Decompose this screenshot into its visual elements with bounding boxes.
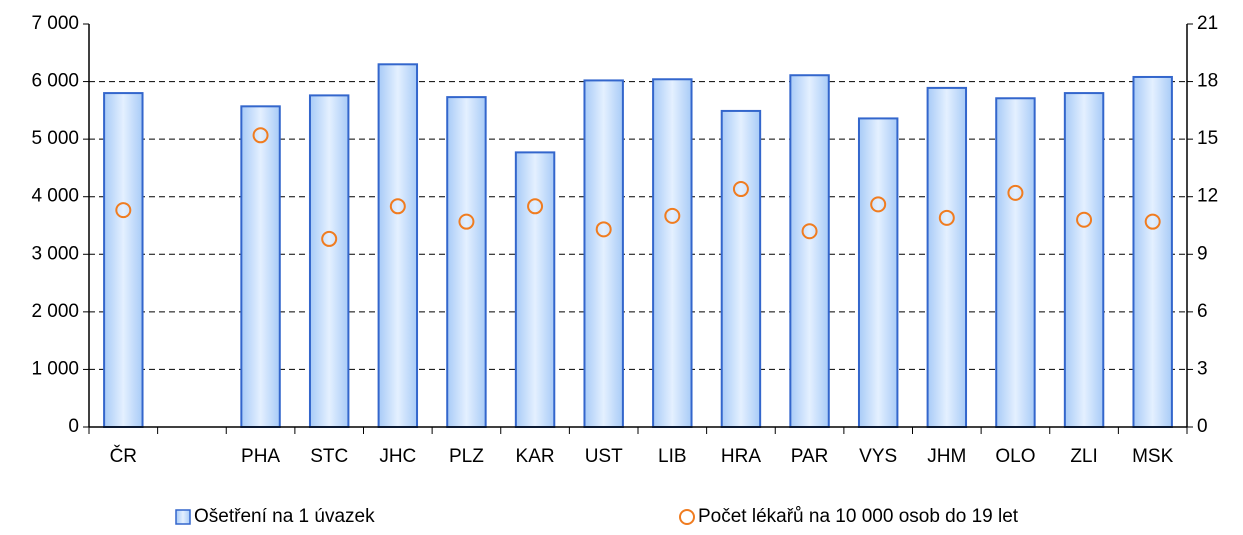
y-tick-label: 5 000 bbox=[31, 128, 79, 149]
point bbox=[527, 198, 544, 215]
y2-tick-label: 15 bbox=[1197, 128, 1218, 149]
bar bbox=[103, 92, 144, 428]
x-tick-label: ČR bbox=[110, 445, 137, 467]
y2-tick-label: 18 bbox=[1197, 71, 1218, 92]
x-tick-label: STC bbox=[310, 446, 348, 467]
y-tick-label: 2 000 bbox=[31, 301, 79, 322]
bar bbox=[789, 74, 830, 428]
y2-tick-label: 9 bbox=[1197, 243, 1208, 264]
bar bbox=[446, 96, 487, 428]
x-tick-label: PAR bbox=[791, 446, 829, 467]
y2-tick-label: 21 bbox=[1197, 13, 1218, 34]
x-tick-label: MSK bbox=[1132, 446, 1174, 467]
bar bbox=[240, 105, 281, 428]
bar bbox=[583, 79, 624, 428]
x-tick-label: JHC bbox=[379, 446, 416, 467]
legend-swatch bbox=[679, 509, 695, 525]
point bbox=[389, 198, 406, 215]
point bbox=[732, 181, 749, 198]
bar bbox=[308, 94, 350, 428]
x-tick-label: LIB bbox=[658, 446, 687, 467]
x-tick-label: PHA bbox=[241, 446, 280, 467]
point bbox=[321, 230, 338, 247]
bar bbox=[995, 97, 1036, 428]
x-tick-label: HRA bbox=[721, 446, 761, 467]
legend-swatch bbox=[175, 509, 191, 525]
y-tick-label: 1 000 bbox=[31, 358, 79, 379]
y-tick-label: 0 bbox=[68, 416, 79, 437]
bar bbox=[1063, 92, 1105, 428]
bar bbox=[514, 151, 556, 429]
point bbox=[938, 209, 955, 226]
point bbox=[458, 213, 475, 230]
point bbox=[801, 223, 818, 240]
x-tick-label: PLZ bbox=[449, 446, 484, 467]
legend-label: Ošetření na 1 úvazek bbox=[194, 506, 375, 527]
point bbox=[115, 202, 132, 219]
y2-tick-label: 3 bbox=[1197, 358, 1208, 379]
legend-label: Počet lékařů na 10 000 osob do 19 let bbox=[698, 506, 1019, 527]
point bbox=[1076, 211, 1093, 228]
bar bbox=[926, 86, 968, 428]
y-tick-label: 7 000 bbox=[31, 13, 79, 34]
x-tick-label: UST bbox=[585, 446, 623, 467]
bar bbox=[377, 63, 419, 429]
bar bbox=[1132, 75, 1173, 428]
point bbox=[1007, 184, 1024, 201]
bar bbox=[857, 117, 899, 428]
y2-tick-label: 12 bbox=[1197, 186, 1218, 207]
x-tick-label: JHM bbox=[927, 446, 966, 467]
point bbox=[595, 221, 612, 238]
x-tick-label: OLO bbox=[995, 446, 1035, 467]
y-tick-label: 6 000 bbox=[31, 71, 79, 92]
y2-tick-label: 0 bbox=[1197, 416, 1208, 437]
y-tick-label: 3 000 bbox=[31, 243, 79, 264]
x-tick-label: ZLI bbox=[1070, 446, 1097, 467]
point bbox=[870, 196, 887, 213]
y2-tick-label: 6 bbox=[1197, 301, 1208, 322]
x-tick-label: VYS bbox=[859, 446, 897, 467]
bar bbox=[652, 78, 693, 428]
point bbox=[664, 207, 681, 224]
point bbox=[1144, 213, 1161, 230]
x-tick-label: KAR bbox=[516, 446, 555, 467]
point bbox=[252, 127, 269, 144]
bar bbox=[720, 109, 762, 428]
y-tick-label: 4 000 bbox=[31, 186, 79, 207]
